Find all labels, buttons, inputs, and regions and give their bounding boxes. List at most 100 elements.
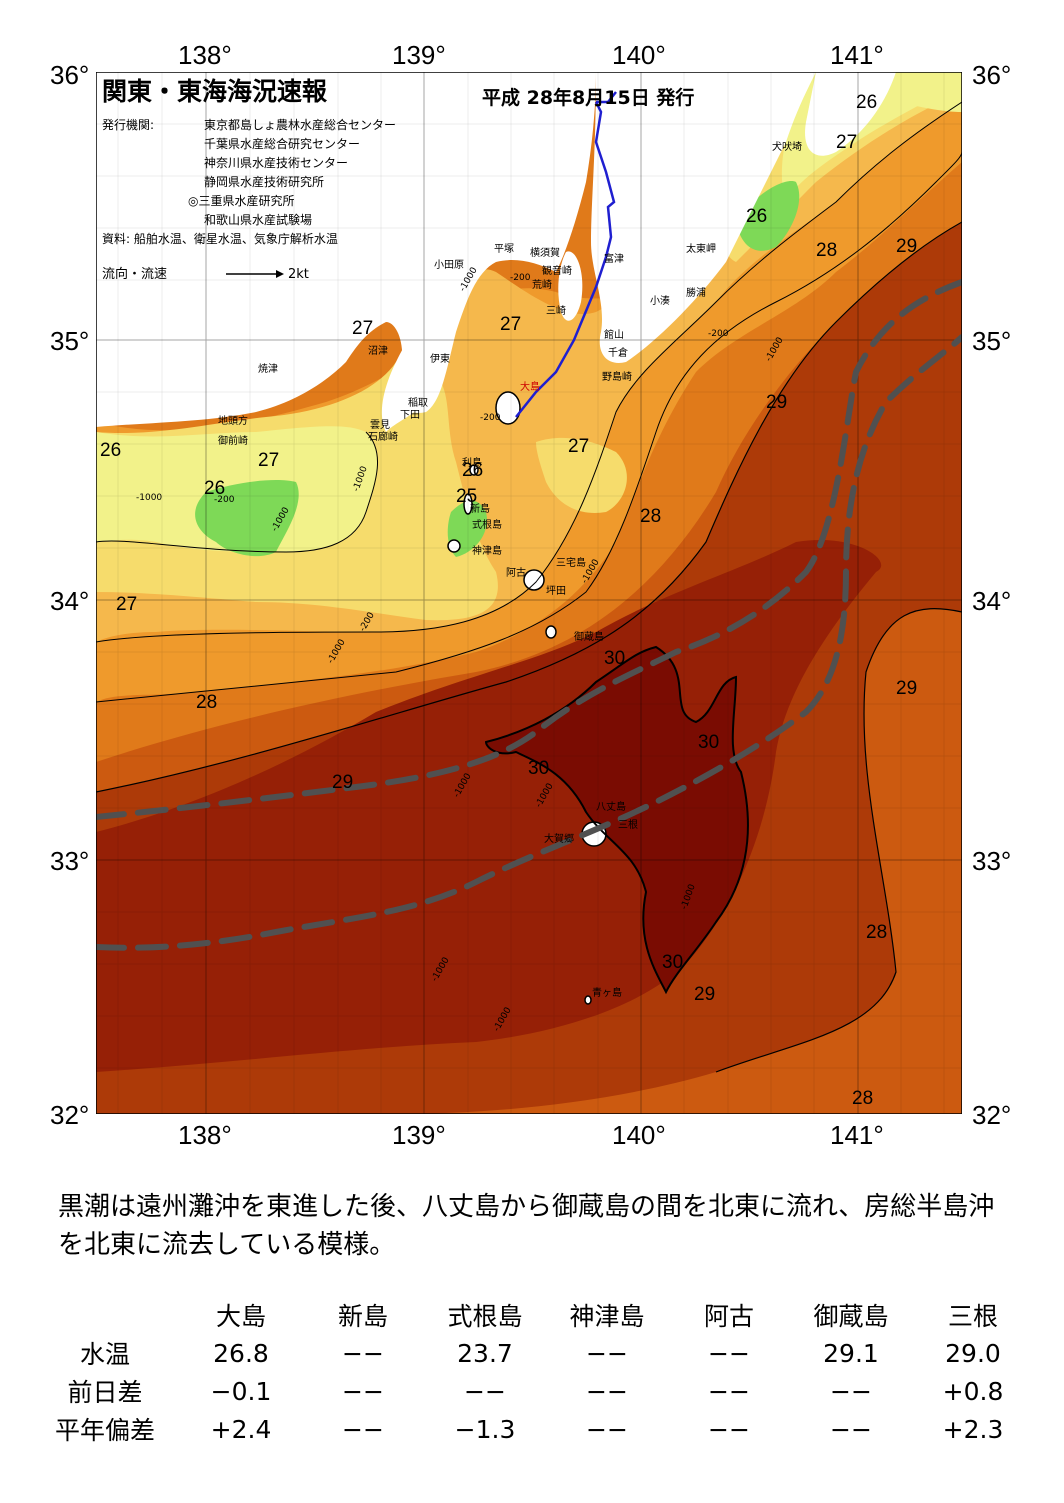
place-arasaki: 荒崎 [532, 278, 552, 291]
place-yokosuka: 横須賀 [530, 246, 560, 259]
fine-grid [96, 72, 962, 1114]
island-mikurajima [545, 625, 557, 639]
row-label-water-temp: 水温 [79, 1340, 130, 1369]
table-cell: 23.7 [457, 1338, 513, 1368]
latitude-label-32-left: 32° [50, 1100, 90, 1130]
isotherm-label-29-east: 29 [896, 236, 917, 257]
issuer-6: 和歌山県水産試験場 [204, 212, 312, 227]
table-cell: 29.0 [945, 1338, 1001, 1368]
isotherm-label-28-se: 28 [866, 922, 887, 943]
isotherm-28-line [96, 151, 962, 703]
isotherm-label-27-suruga: 27 [352, 318, 373, 339]
ship-track-end [596, 91, 617, 104]
issuer-label: 発行機関: [102, 117, 154, 132]
flow-legend-arrowhead [276, 270, 284, 278]
isotherm-label-26-toshima: 26 [462, 460, 483, 481]
place-numazu: 沼津 [368, 344, 388, 357]
place-miyakejima: 三宅島 [556, 556, 586, 569]
issuer-1: 東京都島しょ農林水産総合センター [204, 117, 396, 132]
kuroshio-axis-north [96, 279, 962, 820]
isotherm-label-27-sw: 27 [116, 594, 137, 615]
place-hachijojima: 八丈島 [596, 800, 626, 813]
issuer-5: ◎三重県水産研究所 [188, 193, 294, 208]
latitude-label-32-right: 32° [972, 1100, 1012, 1130]
place-kominato: 小湊 [650, 294, 670, 307]
isotherm-30-line [484, 645, 749, 995]
place-chikura: 千倉 [608, 346, 628, 359]
isotherm-29-line [96, 221, 962, 793]
sst-25-zone-east [736, 181, 800, 251]
sst-30-zone [486, 647, 748, 992]
place-okago: 大賀郷 [544, 832, 574, 845]
isotherm-label-26-enshu: 26 [204, 478, 225, 499]
isotherm-27-line [96, 101, 962, 643]
latitude-label-34-right: 34° [972, 586, 1012, 616]
place-yaizu: 焼津 [258, 363, 278, 375]
table-cell: −− [586, 1414, 628, 1444]
issue-date: 平成 28年8月15日 発行 [482, 86, 694, 109]
place-omaezaki: 御前崎 [218, 434, 248, 447]
kuroshio-description: 黒潮は遠州灘沖を東進した後、八丈島から御蔵島の間を北東に流れ、房総半島沖を北東に… [58, 1192, 995, 1260]
table-cell: −− [342, 1376, 384, 1406]
row-label-normal-anomaly: 平年偏差 [54, 1416, 155, 1445]
place-inubozaki: 犬吠埼 [772, 140, 802, 153]
isotherm-label-27-sagami: 27 [500, 314, 521, 335]
isotherm-label-28-miyake: 28 [640, 506, 661, 527]
place-kannonzaki: 観音崎 [542, 264, 572, 277]
latitude-label-33-right: 33° [972, 846, 1012, 876]
sst-25-zone [195, 480, 299, 557]
depth-label-1000-c: -1000 [136, 493, 162, 503]
depth-label-200-c: -200 [480, 413, 501, 423]
place-odawara: 小田原 [434, 259, 464, 271]
place-kozushima: 神津島 [472, 544, 502, 557]
isotherm-label-28-west: 28 [196, 692, 217, 713]
sea-temperature-map: 関東・東海海況速報 平成 28年8月15日 発行 発行機関: 東京都島しょ農林水… [96, 72, 962, 1114]
place-irozaki: 石廊崎 [368, 430, 398, 443]
place-inatori: 稲取 [408, 397, 428, 409]
latitude-label-33-left: 33° [50, 846, 90, 876]
place-toshima: 利島 [462, 456, 482, 469]
issuer-4: 静岡県水産技術研究所 [204, 174, 324, 189]
table-cell: −1.3 [454, 1414, 516, 1444]
isotherm-label-29-far-east: 29 [896, 678, 917, 699]
table-cell: −− [342, 1414, 384, 1444]
longitude-label-139-top: 139° [392, 40, 446, 70]
table-cell: 26.8 [213, 1338, 269, 1368]
place-shikinejima: 式根島 [472, 518, 502, 531]
ship-track [515, 101, 616, 418]
place-ito: 伊東 [430, 352, 450, 365]
latitude-label-34-left: 34° [50, 586, 90, 616]
depth-label-200-d: -200 [214, 495, 235, 505]
isotherm-label-26-west: 26 [100, 440, 121, 461]
place-nojimazaki: 野島崎 [602, 370, 632, 383]
column-header-niijima: 新島 [337, 1302, 388, 1331]
isotherm-label-29-west: 29 [332, 772, 353, 793]
place-shimoda: 下田 [400, 410, 420, 421]
kuroshio-axis-south [96, 334, 962, 951]
place-niijima: 新島 [470, 502, 490, 515]
table-cell: −− [708, 1414, 750, 1444]
flow-legend-value: 2kt [288, 267, 309, 282]
issuer-3: 神奈川県水産技術センター [204, 155, 348, 170]
table-cell: +2.4 [210, 1414, 272, 1444]
issuer-2: 千葉県水産総合研究センター [204, 136, 360, 151]
place-katsuura: 勝浦 [686, 286, 706, 299]
isotherm-label-30-north: 30 [604, 648, 625, 669]
island-miyakejima [523, 569, 545, 591]
place-jitogata: 地頭方 [218, 414, 248, 427]
table-cell: −− [586, 1376, 628, 1406]
place-mitsune: 三根 [618, 818, 638, 831]
latitude-label-36-left: 36° [50, 60, 90, 90]
island-niijima [463, 493, 473, 515]
isotherm-label-26-east: 26 [746, 206, 767, 227]
table-cell: −− [830, 1414, 872, 1444]
land-choshi [805, 72, 896, 156]
table-cell: −− [464, 1376, 506, 1406]
depth-label-200-b: -200 [708, 329, 729, 339]
table-cell: 29.1 [823, 1338, 879, 1368]
table-cell: +2.3 [942, 1414, 1004, 1444]
table-row: 水温 26.8 −− 23.7 −− −− 29.1 29.0 [30, 1334, 1034, 1372]
isotherm-label-25-niijima: 25 [456, 486, 477, 507]
data-source: 資料: 船舶水温、衛星水温、気象庁解析水温 [102, 231, 338, 246]
isotherm-label-27-izu: 27 [568, 436, 589, 457]
